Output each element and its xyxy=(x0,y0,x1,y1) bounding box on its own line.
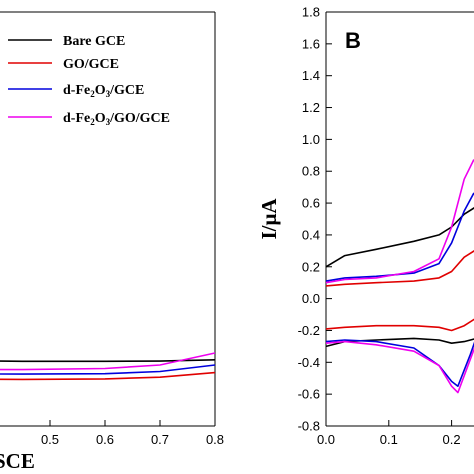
panel-b-y-tick-label: 0.8 xyxy=(302,164,320,179)
panel-a-x-tick-label: 0.7 xyxy=(151,432,169,447)
panel-b-series-go-gce-anodic xyxy=(325,250,474,287)
panel-b-series-d-fe2o3-go-gce-anodic xyxy=(325,159,474,284)
panel-b-y-tick-label: -0.4 xyxy=(298,355,320,370)
panel-a-series-go-gce xyxy=(0,371,216,381)
panel-b-x-tick-label: 0.1 xyxy=(380,432,398,447)
panel-b-y-tick-label: -0.2 xyxy=(298,323,320,338)
panel-b-letter: B xyxy=(345,28,361,53)
legend-item-dfe2o3-go-gce: d-Fe2O3/GO/GCE xyxy=(8,111,170,127)
legend-item-dfe2o3-gce: d-Fe2O3/GCE xyxy=(8,83,144,99)
panel-b-y-tick-label: 0.4 xyxy=(302,227,320,242)
panel-b-series-bare-gce-anodic xyxy=(325,207,474,268)
panel-a-series-d-fe2o3-go-gce xyxy=(0,352,216,371)
panel-b-y-tick-label: -0.6 xyxy=(298,387,320,402)
panel-b-y-tick-label: 0.0 xyxy=(302,291,320,306)
panel-b-series-d-fe2o3-gce-anodic xyxy=(325,192,474,282)
legend-label-dfe2o3-gce: d-Fe2O3/GCE xyxy=(63,83,144,99)
legend-label-bare-gce: Bare GCE xyxy=(63,34,125,49)
panel-b-y-tick-label: 0.2 xyxy=(302,259,320,274)
panel-b-y-ticks: -0.8 -0.6 -0.4 -0.2 0.0 0.2 0.4 0.6 0.8 1.0 1.2 1.4… xyxy=(298,5,332,434)
panel-a-x-tick-label: 0.5 xyxy=(41,432,59,447)
legend-item-bare-gce: Bare GCE xyxy=(8,34,125,49)
panel-b-x-tick-label: 0.0 xyxy=(317,432,335,447)
panel-a-x-ticks: 0.5 0.6 0.7 0.8 xyxy=(41,420,224,447)
panel-a-series-d-fe2o3-gce xyxy=(0,364,216,375)
panel-b-series-d-fe2o3-gce-cathodic xyxy=(325,339,474,387)
panel-b-y-tick-label: 0.6 xyxy=(302,196,320,211)
panel-a-x-tick-label: 0.8 xyxy=(206,432,224,447)
panel-a-x-axis-label: SCE xyxy=(0,449,35,473)
panel-b-series-d-fe2o3-go-gce-cathodic xyxy=(325,340,474,394)
panel-b-y-axis-label: I/μA xyxy=(257,198,281,240)
panel-b-y-tick-label: 1.8 xyxy=(302,5,320,20)
panel-b-y-tick-label: 1.6 xyxy=(302,36,320,51)
panel-b-y-tick-label: 1.0 xyxy=(302,132,320,147)
panel-b-series-go-gce-cathodic xyxy=(325,318,474,332)
panel-b-y-tick-label: 1.2 xyxy=(302,100,320,115)
panel-b: -0.8 -0.6 -0.4 -0.2 0.0 0.2 0.4 0.6 0.8 1.0 1.2 1.4… xyxy=(257,5,474,447)
panel-b-y-tick-label: 1.4 xyxy=(302,68,320,83)
panel-b-series xyxy=(325,159,474,394)
legend: Bare GCE GO/GCE d-Fe2O3/GCE d-Fe2O3/GO/G… xyxy=(8,34,170,127)
panel-b-x-tick-label: 0.2 xyxy=(443,432,461,447)
legend-label-go-gce: GO/GCE xyxy=(63,57,119,72)
panel-b-x-ticks: 0.0 0.1 0.2 xyxy=(317,420,461,447)
panel-a-x-tick-label: 0.6 xyxy=(96,432,114,447)
legend-label-dfe2o3-go-gce: d-Fe2O3/GO/GCE xyxy=(63,111,170,127)
panel-a: 0.5 0.6 0.7 0.8 SCE Bare GCE GO/GCE d-Fe2O3… xyxy=(0,11,224,473)
legend-item-go-gce: GO/GCE xyxy=(8,57,119,72)
panel-b-y-tick-label: -0.8 xyxy=(298,419,320,434)
panel-a-series xyxy=(0,352,216,381)
